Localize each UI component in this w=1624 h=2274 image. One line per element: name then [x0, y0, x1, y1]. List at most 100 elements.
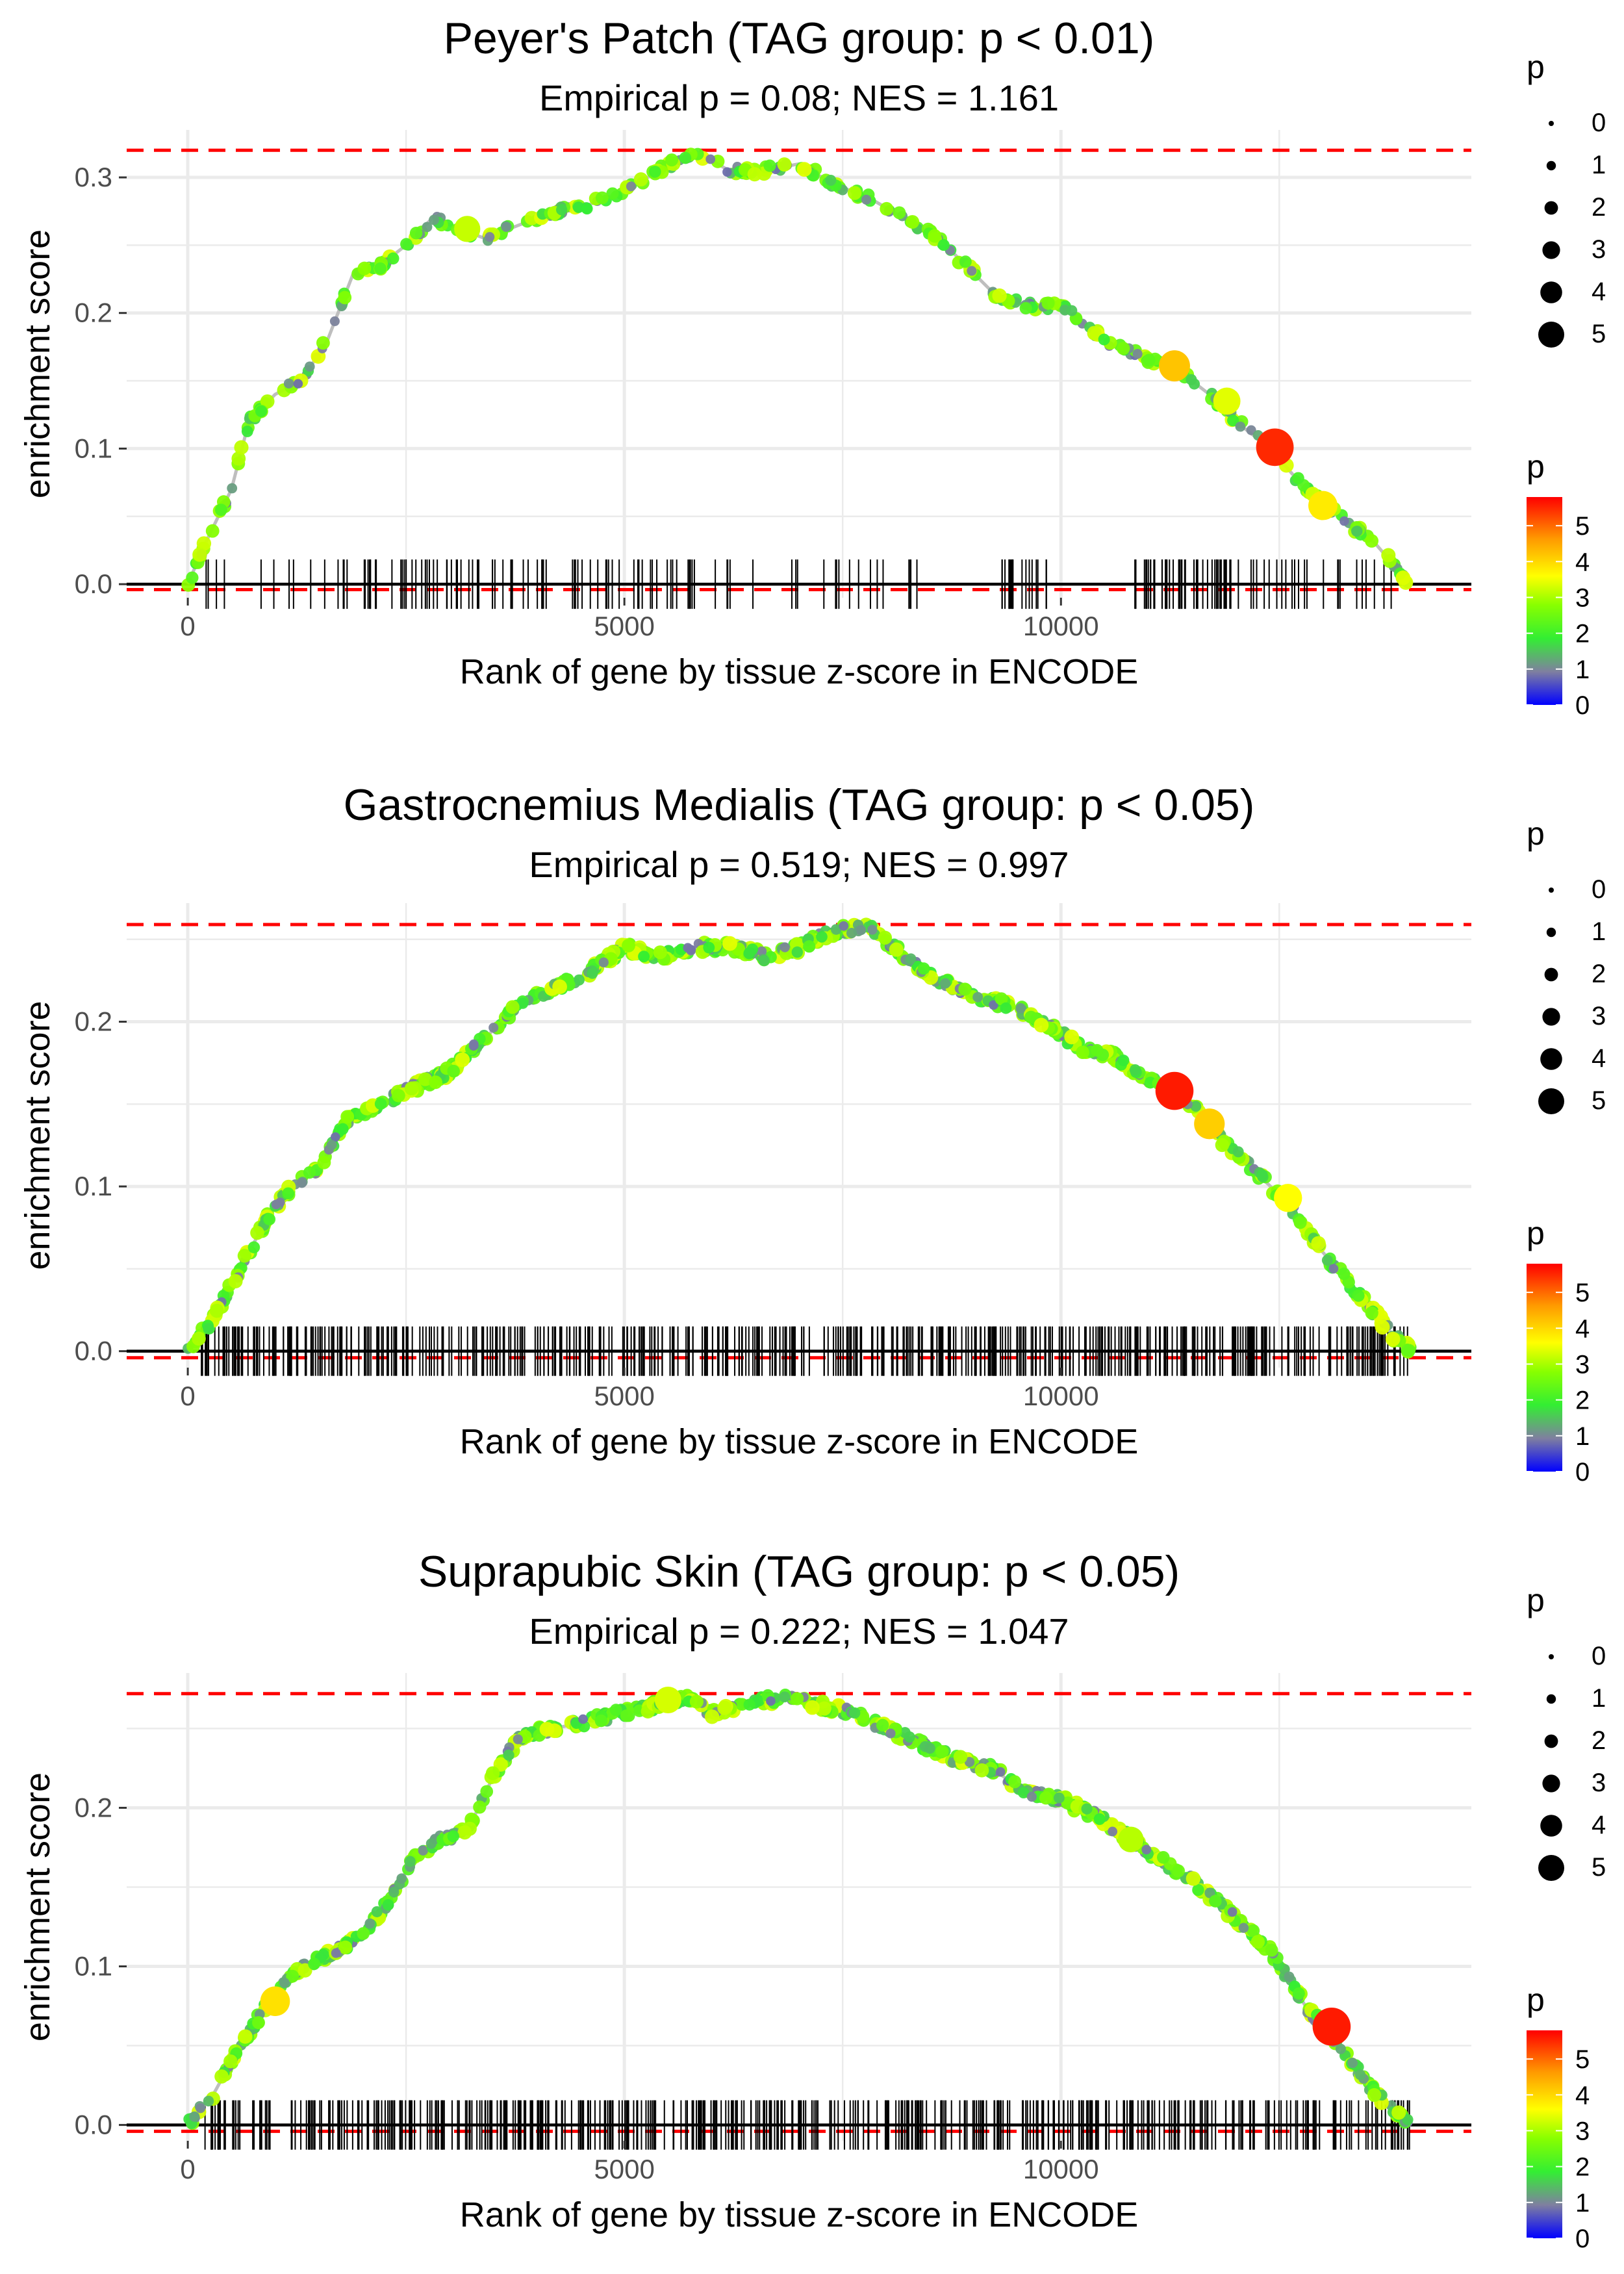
grid — [127, 1673, 1471, 2141]
es-point — [1402, 1344, 1416, 1357]
es-point — [263, 1213, 276, 1225]
es-point — [1087, 326, 1102, 340]
es-point — [757, 946, 767, 956]
es-point — [885, 1728, 896, 1739]
es-point — [1227, 415, 1239, 427]
es-points — [183, 917, 1417, 1359]
es-point — [1367, 2088, 1382, 2102]
es-point — [1385, 1331, 1401, 1347]
size-legend-dot — [1540, 281, 1562, 303]
es-point — [906, 214, 920, 229]
es-points — [183, 1686, 1414, 2130]
size-legend-dot — [1549, 1654, 1554, 1659]
highlight-point — [260, 1986, 290, 2017]
es-point — [539, 1722, 555, 1737]
size-legend-dot — [1546, 927, 1556, 938]
es-point — [803, 940, 816, 953]
size-legend-dot — [1538, 1088, 1564, 1114]
colorbar-label: 4 — [1575, 548, 1590, 576]
colorbar-label: 3 — [1575, 1350, 1590, 1379]
size-legend-dot — [1540, 1048, 1562, 1070]
es-point — [594, 1714, 608, 1728]
es-point — [758, 954, 770, 967]
es-point — [935, 1744, 949, 1758]
es-point — [241, 426, 253, 437]
es-point — [1338, 1268, 1351, 1281]
es-point — [995, 1767, 1006, 1777]
es-point — [878, 930, 893, 945]
es-point — [1292, 472, 1304, 485]
panel-suprapubic-skin: Suprapubic Skin (TAG group: p < 0.05) Emp… — [18, 1547, 1606, 2253]
es-point — [620, 1709, 633, 1722]
color-legend-title: p — [1527, 1982, 1545, 2018]
es-point — [316, 336, 330, 350]
es-point — [1066, 305, 1078, 316]
es-point — [237, 1249, 252, 1263]
es-point — [917, 962, 930, 975]
es-point — [283, 378, 294, 389]
es-point — [468, 1039, 479, 1049]
es-point — [763, 159, 776, 172]
es-point — [317, 1155, 331, 1169]
es-point — [1186, 1871, 1201, 1886]
es-point — [340, 1110, 355, 1124]
es-point — [689, 1694, 704, 1709]
es-point — [622, 938, 635, 952]
es-point — [743, 1698, 755, 1711]
es-point — [1354, 2069, 1366, 2080]
es-point — [830, 924, 842, 935]
color-legend: p 0 1 2 3 4 5 — [1527, 1215, 1590, 1487]
size-legend-dot — [1546, 160, 1556, 171]
size-legend-label: 2 — [1592, 193, 1606, 222]
color-legend: p 0 1 2 3 4 5 — [1527, 448, 1590, 720]
panel-gastrocnemius-medialis: Gastrocnemius Medialis (TAG group: p < 0… — [18, 780, 1606, 1487]
es-point — [186, 571, 199, 584]
colorbar-label: 2 — [1575, 1386, 1590, 1415]
x-axis-label: Rank of gene by tissue z-score in ENCODE — [460, 2195, 1138, 2234]
es-point — [1129, 1064, 1141, 1076]
es-point — [856, 925, 866, 936]
es-point — [1391, 2105, 1406, 2120]
size-legend-label: 4 — [1592, 1811, 1606, 1839]
es-point — [501, 222, 511, 232]
size-legend-dot — [1544, 967, 1558, 982]
size-legend-dot — [1544, 201, 1558, 215]
color-legend: p 0 1 2 3 4 5 — [1527, 1982, 1590, 2253]
es-point — [260, 394, 275, 409]
es-point — [505, 1000, 520, 1014]
es-point — [1375, 1320, 1390, 1335]
es-point — [293, 379, 303, 389]
es-point — [1352, 1289, 1365, 1302]
es-point — [192, 547, 207, 562]
size-legend-title: p — [1527, 1582, 1545, 1618]
es-point — [1351, 526, 1363, 537]
size-legend-label: 5 — [1592, 1853, 1606, 1882]
es-point — [329, 316, 340, 326]
es-point — [326, 1140, 337, 1151]
size-legend-title: p — [1527, 815, 1545, 852]
es-point — [227, 483, 238, 494]
es-point — [336, 1123, 349, 1135]
es-point — [447, 1064, 460, 1078]
es-point — [374, 262, 387, 275]
es-point — [717, 1700, 732, 1715]
highlight-point — [1155, 1071, 1194, 1110]
colorbar-label: 3 — [1575, 2117, 1590, 2145]
es-point — [203, 2095, 214, 2107]
es-point — [400, 238, 412, 251]
colorbar-label: 4 — [1575, 1314, 1590, 1343]
es-point — [455, 1052, 470, 1067]
es-point — [192, 1331, 206, 1346]
es-point — [1204, 1887, 1215, 1898]
es-point — [638, 951, 650, 963]
es-point — [1132, 349, 1143, 359]
es-point — [357, 261, 372, 275]
es-points — [181, 147, 1414, 592]
es-point — [1328, 1264, 1339, 1274]
es-point — [418, 1845, 428, 1856]
colorbar-label: 5 — [1575, 512, 1590, 541]
es-point — [338, 290, 352, 305]
es-point — [995, 992, 1008, 1006]
size-legend-label: 3 — [1592, 235, 1606, 264]
colorbar — [1527, 2030, 1562, 2238]
